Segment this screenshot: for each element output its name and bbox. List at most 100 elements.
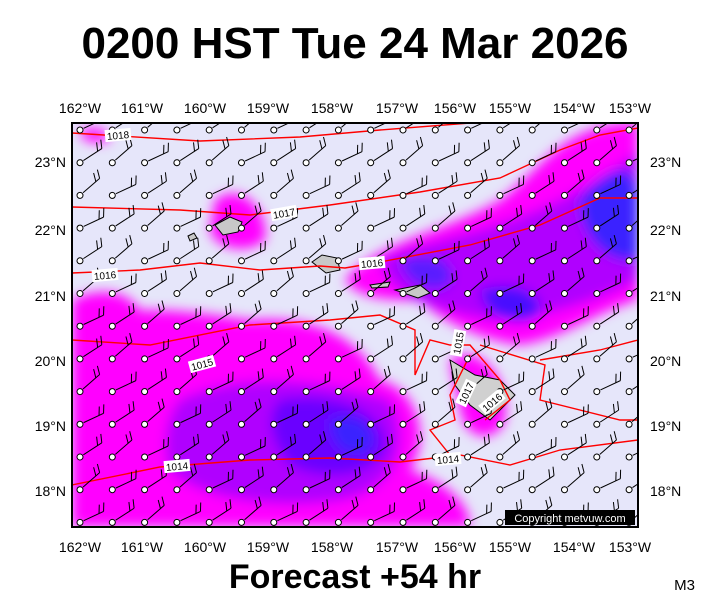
barb-feather	[222, 238, 226, 248]
wind-barb	[173, 463, 198, 494]
station	[431, 191, 439, 199]
barb-feather	[100, 139, 103, 149]
barb-feather	[254, 499, 258, 509]
station	[76, 388, 84, 396]
barb-feather	[161, 300, 165, 310]
barb-shaft	[599, 409, 619, 423]
wind-barb	[399, 303, 426, 330]
barb-feather	[448, 499, 452, 509]
barb-feather	[227, 373, 229, 383]
station	[561, 126, 568, 134]
barb-shaft	[276, 246, 296, 260]
barb-shaft	[600, 380, 621, 391]
station	[464, 159, 472, 167]
wind-barb	[334, 104, 361, 134]
barb-feather	[455, 466, 458, 476]
wind-barb	[334, 338, 363, 363]
wind-barb	[270, 365, 294, 396]
barb-shaft	[308, 145, 327, 161]
barb-shaft	[599, 145, 617, 161]
wind-barb	[625, 406, 638, 428]
barb-feather	[222, 336, 226, 346]
barb-feather	[351, 401, 355, 411]
station	[173, 388, 181, 396]
barb-feather	[612, 207, 615, 217]
barb-feather	[264, 437, 266, 447]
wind-barb	[593, 204, 620, 232]
barb-feather	[484, 365, 488, 375]
station	[108, 518, 116, 526]
barb-feather	[619, 273, 622, 283]
station	[76, 290, 84, 297]
barb-shaft	[114, 341, 133, 357]
barb-feather	[453, 144, 456, 154]
barb-feather	[421, 177, 423, 187]
station	[302, 453, 310, 461]
barb-feather	[164, 368, 167, 378]
barb-feather	[296, 404, 299, 414]
barb-shaft	[406, 478, 427, 489]
station	[528, 159, 536, 167]
barb-feather	[356, 242, 359, 252]
station	[76, 322, 84, 330]
barb-shaft	[535, 249, 556, 260]
barb-shaft	[147, 377, 167, 390]
station	[302, 486, 310, 494]
barb-feather	[96, 240, 99, 250]
wind-barb	[593, 123, 619, 134]
station	[367, 453, 375, 461]
barb-feather	[642, 469, 650, 478]
wind-barb	[76, 433, 103, 461]
wind-barb	[625, 210, 638, 232]
barb-feather	[580, 240, 583, 250]
wind-barb	[561, 139, 587, 167]
barb-feather	[609, 434, 614, 444]
wind-barb	[205, 499, 232, 526]
barb-shaft	[277, 314, 298, 325]
station	[141, 191, 149, 199]
barb-feather	[613, 431, 617, 441]
wind-barb	[173, 502, 202, 526]
station	[528, 453, 536, 461]
map-frame	[71, 122, 639, 528]
station	[270, 453, 278, 461]
barb-feather	[130, 373, 133, 383]
barb-shaft	[341, 123, 359, 128]
barb-feather	[452, 398, 456, 408]
barb-shaft	[535, 180, 555, 194]
station	[367, 388, 375, 396]
station	[399, 486, 407, 494]
barb-feather	[483, 240, 486, 250]
barb-feather	[550, 341, 552, 351]
barb-feather	[290, 169, 294, 179]
barb-feather	[319, 434, 323, 444]
wind-barb	[561, 208, 589, 232]
station	[76, 191, 84, 199]
barb-shaft	[244, 278, 264, 292]
station	[399, 290, 407, 297]
barb-feather	[391, 139, 394, 149]
barb-shaft	[341, 475, 361, 488]
barb-shaft	[567, 412, 589, 424]
barb-feather	[389, 210, 391, 220]
barb-feather	[135, 371, 137, 381]
barb-feather	[98, 210, 100, 220]
barb-feather	[516, 234, 521, 244]
barb-feather	[257, 175, 260, 185]
barb-feather	[225, 207, 228, 217]
barb-feather	[96, 169, 101, 179]
barb-feather	[100, 335, 103, 345]
wind-barb	[528, 240, 557, 265]
barb-shaft	[535, 151, 556, 162]
barb-feather	[393, 502, 396, 512]
barb-feather	[225, 403, 228, 413]
station	[625, 257, 633, 265]
barb-feather	[260, 144, 262, 154]
barb-shaft	[148, 249, 169, 260]
station	[173, 322, 181, 330]
wind-barb	[496, 303, 523, 330]
title: 0200 HST Tue 24 Mar 2026	[81, 19, 628, 68]
barb-shaft	[308, 243, 327, 259]
barb-feather	[353, 104, 361, 113]
barb-feather	[361, 338, 363, 348]
